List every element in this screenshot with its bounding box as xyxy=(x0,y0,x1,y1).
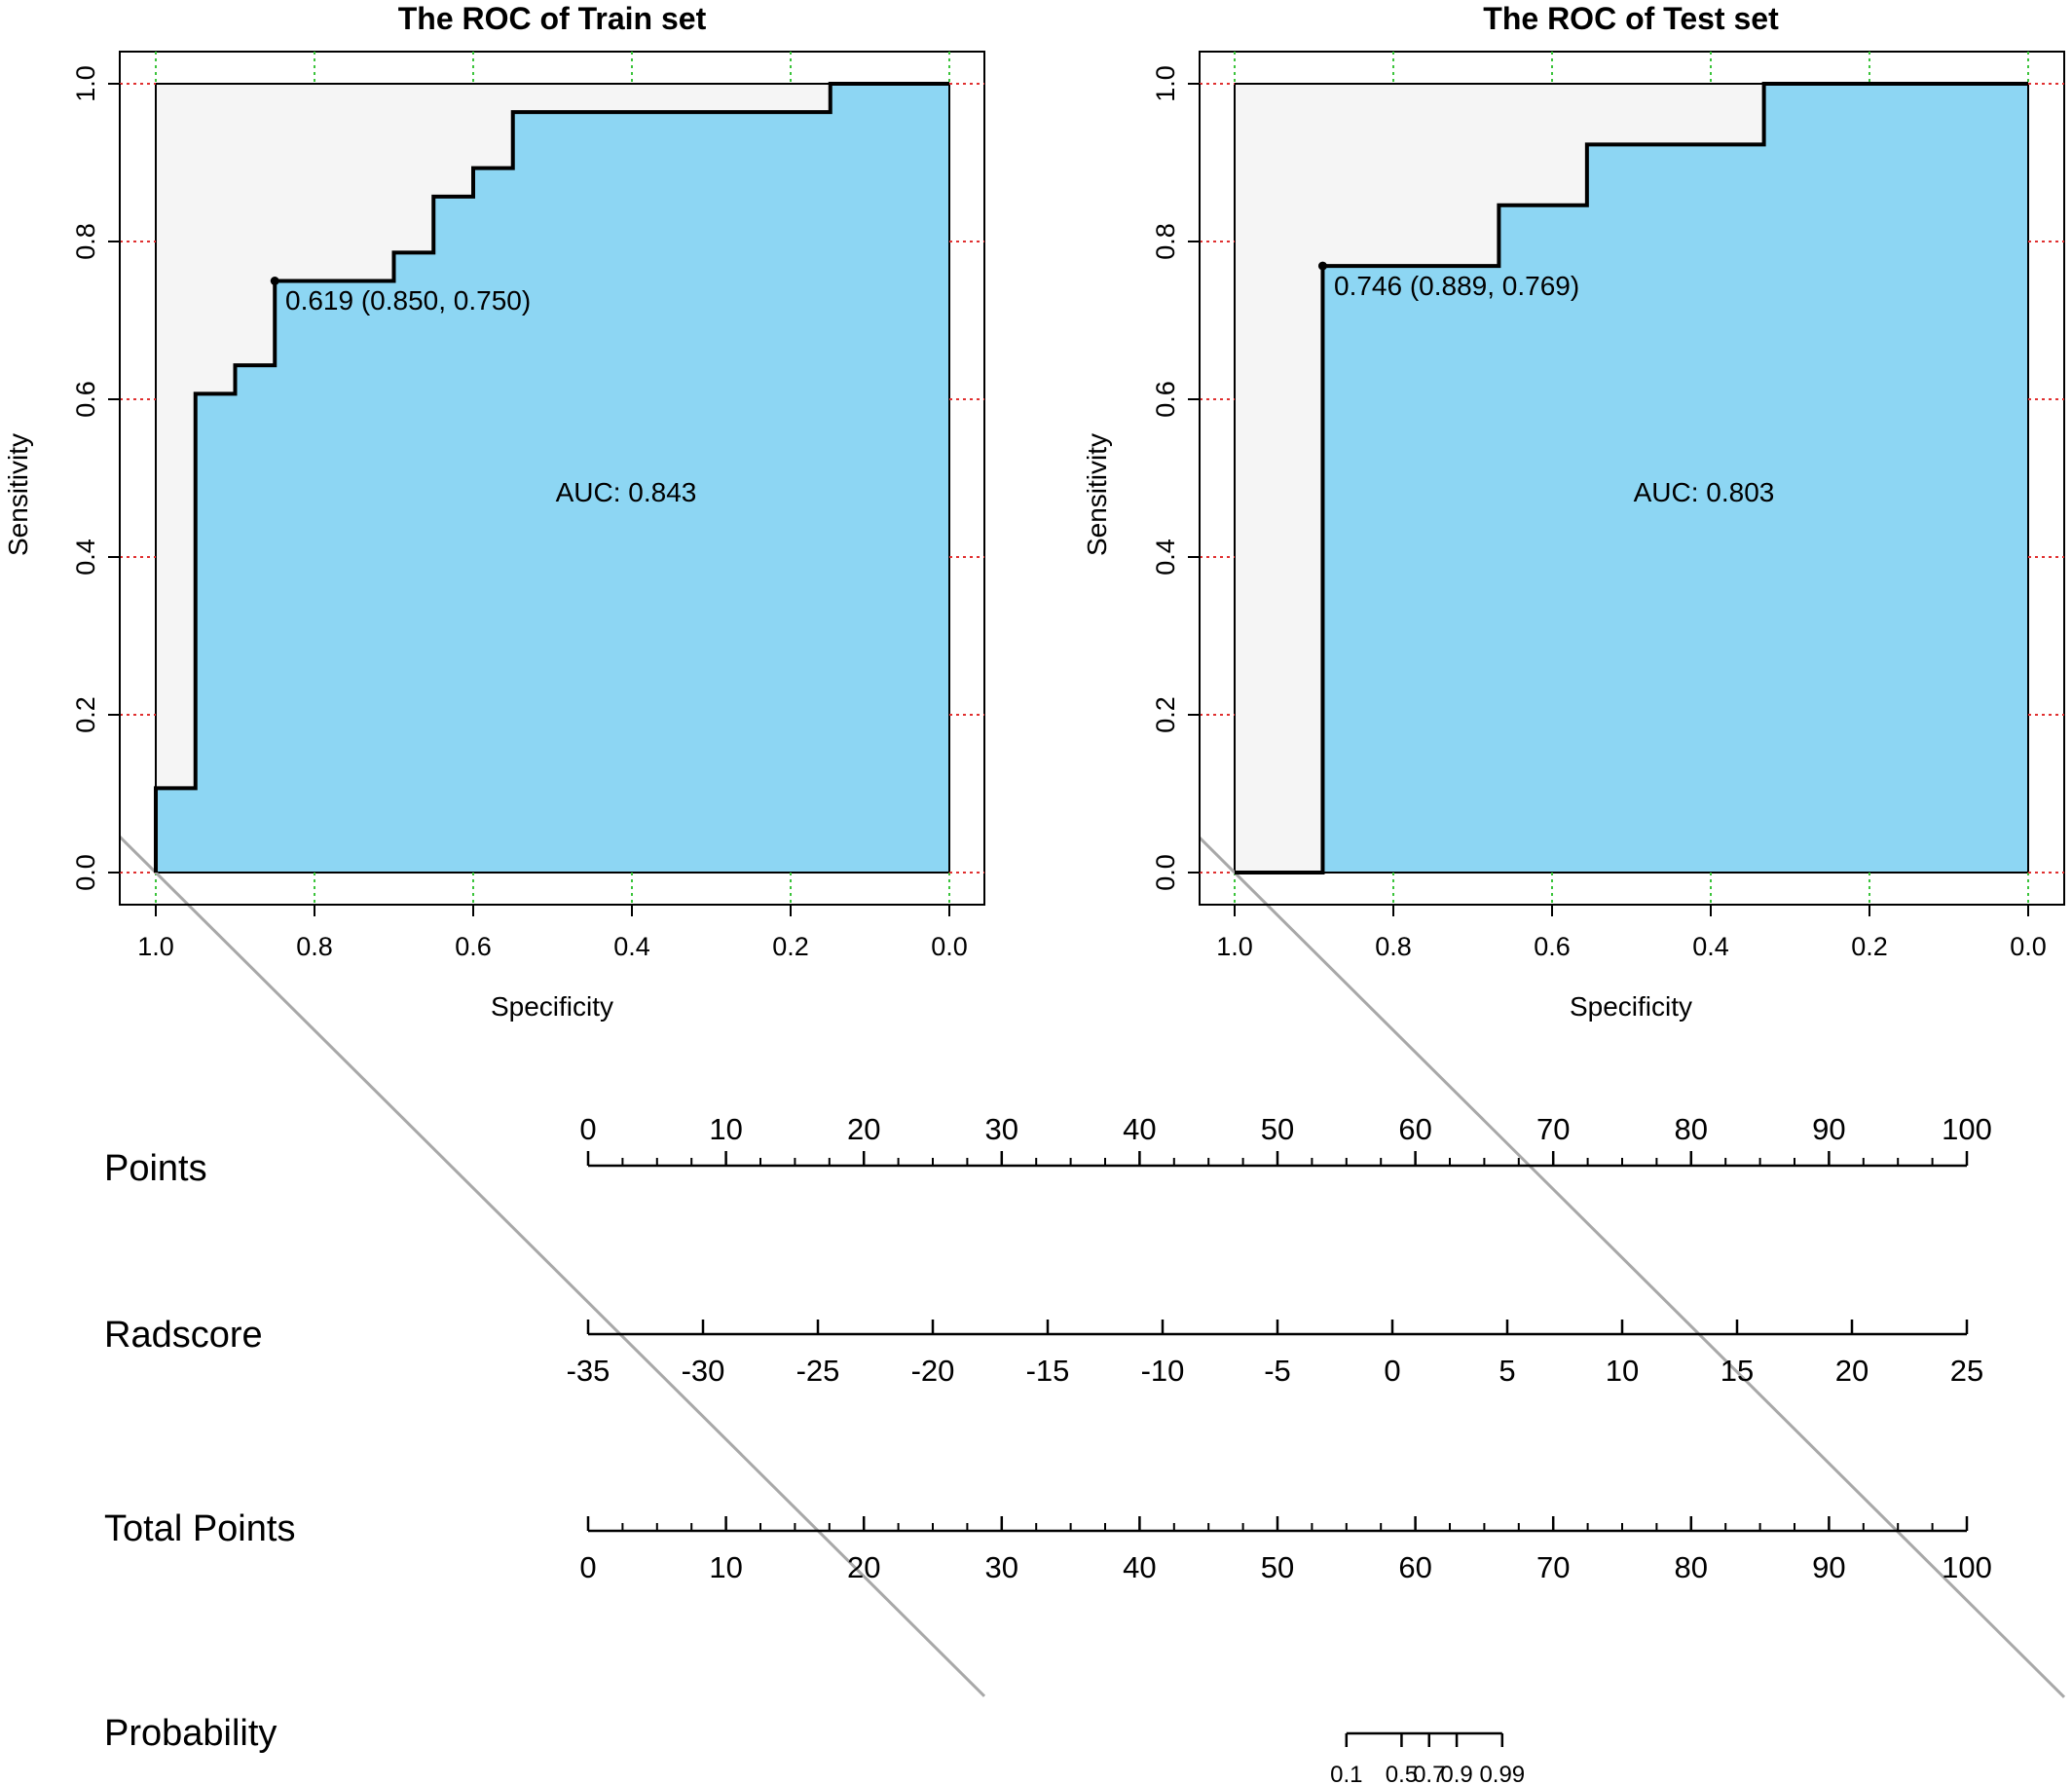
roc-test-ytick-label-4: 0.8 xyxy=(1151,223,1180,260)
nomogram-points-tick-label-1: 10 xyxy=(709,1112,742,1146)
roc-train-xtick-label-2: 0.6 xyxy=(455,932,492,961)
roc-test-xlabel: Specificity xyxy=(1570,991,1692,1022)
roc-train-xtick-label-3: 0.4 xyxy=(613,932,650,961)
nomogram-total-points-tick-label-1: 10 xyxy=(709,1550,742,1584)
nomogram-radscore-tick-label-12: 25 xyxy=(1950,1354,1983,1388)
roc-train-ytick-label-2: 0.4 xyxy=(71,539,100,576)
roc-train-panel: The ROC of Train set AUC: 0.843 0.619 (0… xyxy=(3,1,986,1697)
nomogram-radscore-tick-label-1: -30 xyxy=(682,1354,725,1388)
nomogram-radscore-tick-label-10: 15 xyxy=(1720,1354,1754,1388)
roc-train-diagonal xyxy=(118,836,986,1697)
nomogram: Points Radscore Total Points Probability… xyxy=(104,1112,1992,1785)
nomogram-probability-tick-label-2: 0.7 xyxy=(1413,1762,1445,1785)
roc-train-ytick-label-3: 0.6 xyxy=(71,381,100,418)
roc-test-xtick-label-2: 0.6 xyxy=(1534,932,1571,961)
nomogram-points-tick-label-10: 100 xyxy=(1942,1112,1992,1146)
nomogram-radscore-tick-label-0: -35 xyxy=(567,1354,610,1388)
roc-test-panel: The ROC of Test set AUC: 0.803 0.746 (0.… xyxy=(1082,1,2066,1698)
nomogram-radscore-tick-label-8: 5 xyxy=(1498,1354,1515,1388)
roc-test-xtick-label-3: 0.4 xyxy=(1692,932,1729,961)
nomogram-radscore-tick-label-9: 10 xyxy=(1606,1354,1639,1388)
roc-test-auc: AUC: 0.803 xyxy=(1634,477,1775,507)
nomogram-radscore-tick-label-3: -20 xyxy=(911,1354,955,1388)
nomogram-radscore-tick-label-2: -25 xyxy=(796,1354,840,1388)
roc-train-ytick-label-0: 0.0 xyxy=(71,854,100,891)
nomogram-points-tick-label-5: 50 xyxy=(1261,1112,1294,1146)
nomogram-radscore-tick-label-5: -10 xyxy=(1141,1354,1185,1388)
roc-train-ytick-label-4: 0.8 xyxy=(71,223,100,260)
nomogram-label-probability: Probability xyxy=(104,1713,277,1754)
roc-test-ytick-label-0: 0.0 xyxy=(1151,854,1180,891)
roc-test-threshold-label: 0.746 (0.889, 0.769) xyxy=(1334,271,1579,301)
nomogram-points-tick-label-7: 70 xyxy=(1536,1112,1570,1146)
nomogram-probability-tick-label-0: 0.1 xyxy=(1330,1762,1362,1785)
nomogram-points-tick-label-2: 20 xyxy=(847,1112,880,1146)
roc-test-xtick-label-0: 1.0 xyxy=(1216,932,1253,961)
nomogram-points-tick-label-6: 60 xyxy=(1398,1112,1431,1146)
roc-train-xlabel: Specificity xyxy=(491,991,613,1022)
roc-train-title: The ROC of Train set xyxy=(398,1,707,36)
nomogram-total-points-tick-label-4: 40 xyxy=(1123,1550,1156,1584)
nomogram-label-radscore: Radscore xyxy=(104,1315,263,1356)
roc-test-ylabel: Sensitivity xyxy=(1082,433,1112,556)
nomogram-total-points-tick-label-5: 50 xyxy=(1261,1550,1294,1584)
roc-train-curve xyxy=(154,82,949,873)
roc-train-xtick-label-5: 0.0 xyxy=(931,932,968,961)
nomogram-points-tick-label-0: 0 xyxy=(579,1112,596,1146)
roc-test-ytick-label-1: 0.2 xyxy=(1151,696,1180,733)
roc-train-ytick-label-5: 1.0 xyxy=(71,65,100,102)
nomogram-total-points-tick-label-7: 70 xyxy=(1536,1550,1570,1584)
nomogram-points-tick-label-3: 30 xyxy=(985,1112,1018,1146)
roc-test-diagonal xyxy=(1198,837,2066,1698)
nomogram-radscore-tick-label-4: -15 xyxy=(1026,1354,1070,1388)
nomogram-total-points-tick-label-10: 100 xyxy=(1942,1550,1992,1584)
nomogram-total-points-tick-label-3: 30 xyxy=(985,1550,1018,1584)
roc-test-ytick-label-2: 0.4 xyxy=(1151,539,1180,576)
nomogram-radscore-tick-label-11: 20 xyxy=(1835,1354,1868,1388)
nomogram-total-points-tick-label-8: 80 xyxy=(1675,1550,1708,1584)
roc-train-xtick-label-4: 0.2 xyxy=(772,932,809,961)
roc-train-auc: AUC: 0.843 xyxy=(556,477,697,507)
roc-train-threshold-label: 0.619 (0.850, 0.750) xyxy=(285,285,531,316)
nomogram-total-points-tick-label-0: 0 xyxy=(579,1550,596,1584)
nomogram-points-tick-label-9: 90 xyxy=(1812,1112,1845,1146)
nomogram-radscore-tick-label-6: -5 xyxy=(1264,1354,1291,1388)
nomogram-probability-tick-label-3: 0.9 xyxy=(1440,1762,1472,1785)
nomogram-label-total-points: Total Points xyxy=(104,1508,295,1549)
nomogram-total-points-tick-label-2: 20 xyxy=(847,1550,880,1584)
roc-test-threshold-point xyxy=(1317,261,1327,271)
nomogram-total-points-tick-label-9: 90 xyxy=(1812,1550,1845,1584)
roc-test-ytick-label-3: 0.6 xyxy=(1151,381,1180,418)
nomogram-label-points: Points xyxy=(104,1148,207,1189)
nomogram-probability-tick-label-1: 0.5 xyxy=(1386,1762,1418,1785)
roc-train-ylabel: Sensitivity xyxy=(3,433,33,556)
roc-test-ytick-label-5: 1.0 xyxy=(1151,65,1180,102)
roc-test-xtick-label-4: 0.2 xyxy=(1851,932,1888,961)
roc-test-title: The ROC of Test set xyxy=(1483,1,1779,36)
roc-train-xtick-label-0: 1.0 xyxy=(137,932,174,961)
nomogram-total-points-tick-label-6: 60 xyxy=(1398,1550,1431,1584)
roc-train-ytick-label-1: 0.2 xyxy=(71,696,100,733)
nomogram-radscore-tick-label-7: 0 xyxy=(1384,1354,1400,1388)
nomogram-points-tick-label-4: 40 xyxy=(1123,1112,1156,1146)
nomogram-points-tick-label-8: 80 xyxy=(1675,1112,1708,1146)
roc-test-xtick-label-5: 0.0 xyxy=(2010,932,2047,961)
roc-train-threshold-point xyxy=(270,277,279,285)
roc-test-xtick-label-1: 0.8 xyxy=(1375,932,1412,961)
roc-train-xtick-label-1: 0.8 xyxy=(296,932,333,961)
roc-test-curve xyxy=(1235,82,2028,874)
nomogram-probability-tick-label-4: 0.99 xyxy=(1479,1762,1525,1785)
